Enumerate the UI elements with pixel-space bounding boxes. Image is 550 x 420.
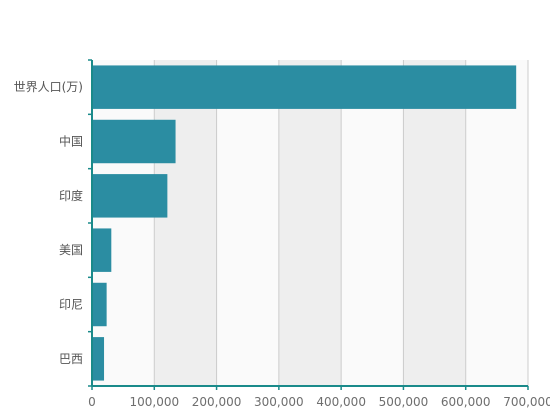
split-area-band: [92, 60, 155, 386]
split-area-band: [403, 60, 466, 386]
gridlines: [153, 60, 529, 386]
category-label: 巴西: [59, 352, 83, 366]
x-tick-label: 0: [88, 395, 96, 409]
x-tick-label: 100,000: [129, 395, 179, 409]
bar[interactable]: [92, 119, 176, 164]
x-tick-label: 300,000: [254, 395, 304, 409]
x-tick-label: 400,000: [316, 395, 366, 409]
split-area-band: [154, 60, 217, 386]
split-area-band: [216, 60, 279, 386]
split-areas: [92, 60, 528, 386]
bar[interactable]: [92, 174, 168, 218]
x-tick-label: 500,000: [379, 395, 429, 409]
category-label: 印尼: [59, 298, 83, 312]
bar[interactable]: [92, 65, 517, 109]
x-tick-label: 600,000: [441, 395, 491, 409]
bars: [92, 65, 517, 381]
x-tick-label: 700,000: [503, 395, 550, 409]
category-label: 世界人口(万): [14, 80, 83, 94]
split-area-band: [341, 60, 404, 386]
split-area-band: [278, 60, 342, 386]
category-label: 印度: [59, 188, 83, 203]
category-label: 美国: [59, 243, 83, 257]
bar[interactable]: [92, 228, 112, 272]
x-axis: 0 100,000 200,000 300,000 400,000 500,000 600,…: [88, 385, 550, 409]
bar[interactable]: [92, 337, 105, 381]
bar[interactable]: [92, 282, 107, 327]
category-label: 中国: [59, 134, 83, 149]
split-area-band: [465, 60, 528, 386]
x-tick-label: 200,000: [192, 395, 242, 409]
